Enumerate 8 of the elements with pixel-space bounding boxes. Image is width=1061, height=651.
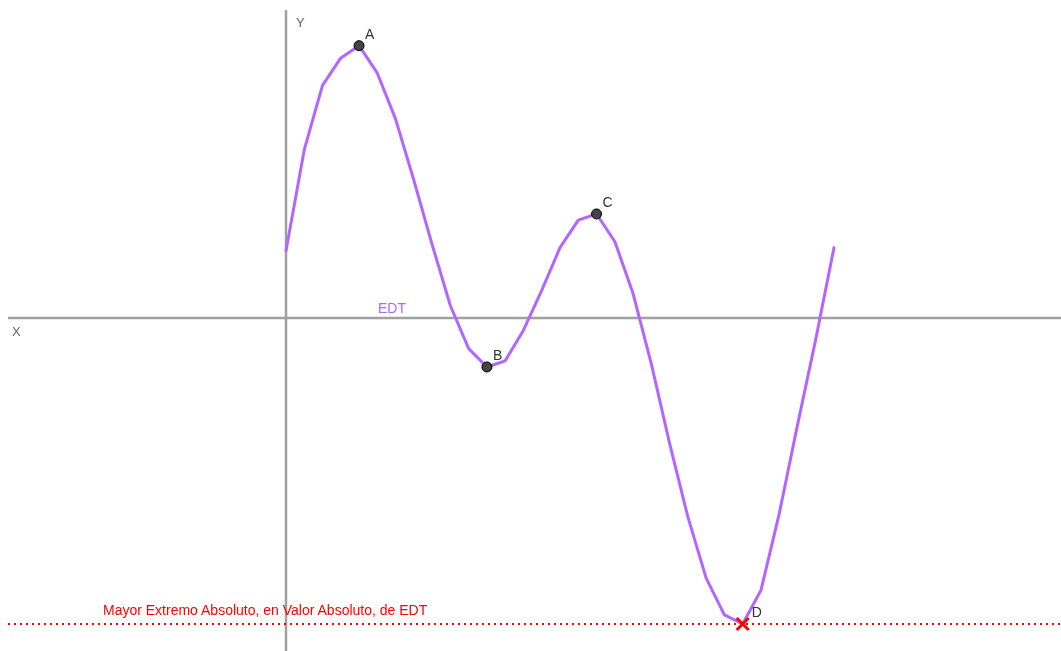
annotation: B xyxy=(492,346,503,363)
ref-line-label: Mayor Extremo Absoluto, en Valor Absoluto, de EDT xyxy=(103,602,428,618)
annotation: D xyxy=(751,604,762,620)
text: A xyxy=(365,25,376,42)
text: EDT xyxy=(378,300,407,316)
annotation: C xyxy=(602,193,613,210)
y-axis-title: Y xyxy=(296,15,305,30)
text: X xyxy=(12,324,21,339)
